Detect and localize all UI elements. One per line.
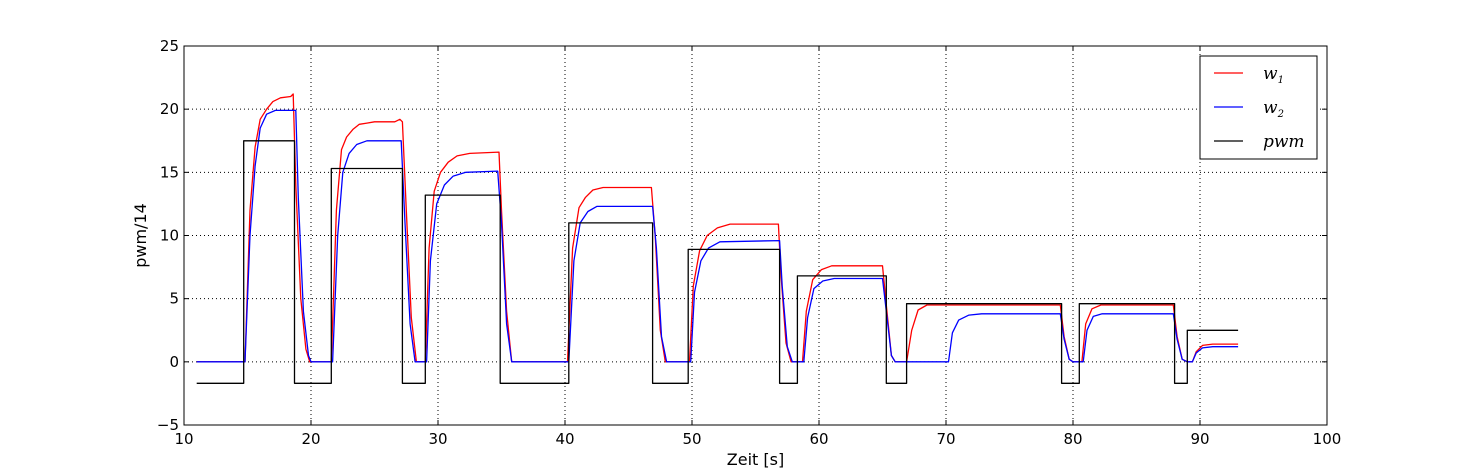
y-tick-label: 15 xyxy=(160,163,179,181)
x-tick-label: 100 xyxy=(1313,430,1342,448)
y-tick-label: 5 xyxy=(169,290,179,308)
grid-layer xyxy=(184,46,1327,425)
x-tick-label: 20 xyxy=(301,430,320,448)
y-tick-label: 0 xyxy=(169,353,179,371)
y-tick-label: 25 xyxy=(160,37,179,55)
x-axis-label: Zeit [s] xyxy=(727,450,784,469)
y-tick-label: 10 xyxy=(160,227,179,245)
legend-label-pwm: pwm xyxy=(1263,132,1305,152)
x-tick-label: 90 xyxy=(1190,430,1209,448)
x-tick-label: 50 xyxy=(682,430,701,448)
plot-background xyxy=(184,46,1327,425)
x-tick-label: 60 xyxy=(809,430,828,448)
y-axis-label: pwm/14 xyxy=(131,203,150,268)
x-tick-label: 30 xyxy=(428,430,447,448)
x-tick-label: 40 xyxy=(555,430,574,448)
x-tick-label: 80 xyxy=(1063,430,1082,448)
y-tick-label: 20 xyxy=(160,100,179,118)
series-line-w2 xyxy=(196,109,1239,363)
y-tick-label: −5 xyxy=(157,416,179,434)
series-line-pwm xyxy=(196,140,1239,384)
tick-layer: 10 20 30 40 50 60 70 80 90 100 −5 0 5 10 15 20 25 xyxy=(157,37,1341,448)
series-layer xyxy=(196,93,1239,384)
x-tick-label: 70 xyxy=(936,430,955,448)
x-tick-label: 10 xyxy=(174,430,193,448)
